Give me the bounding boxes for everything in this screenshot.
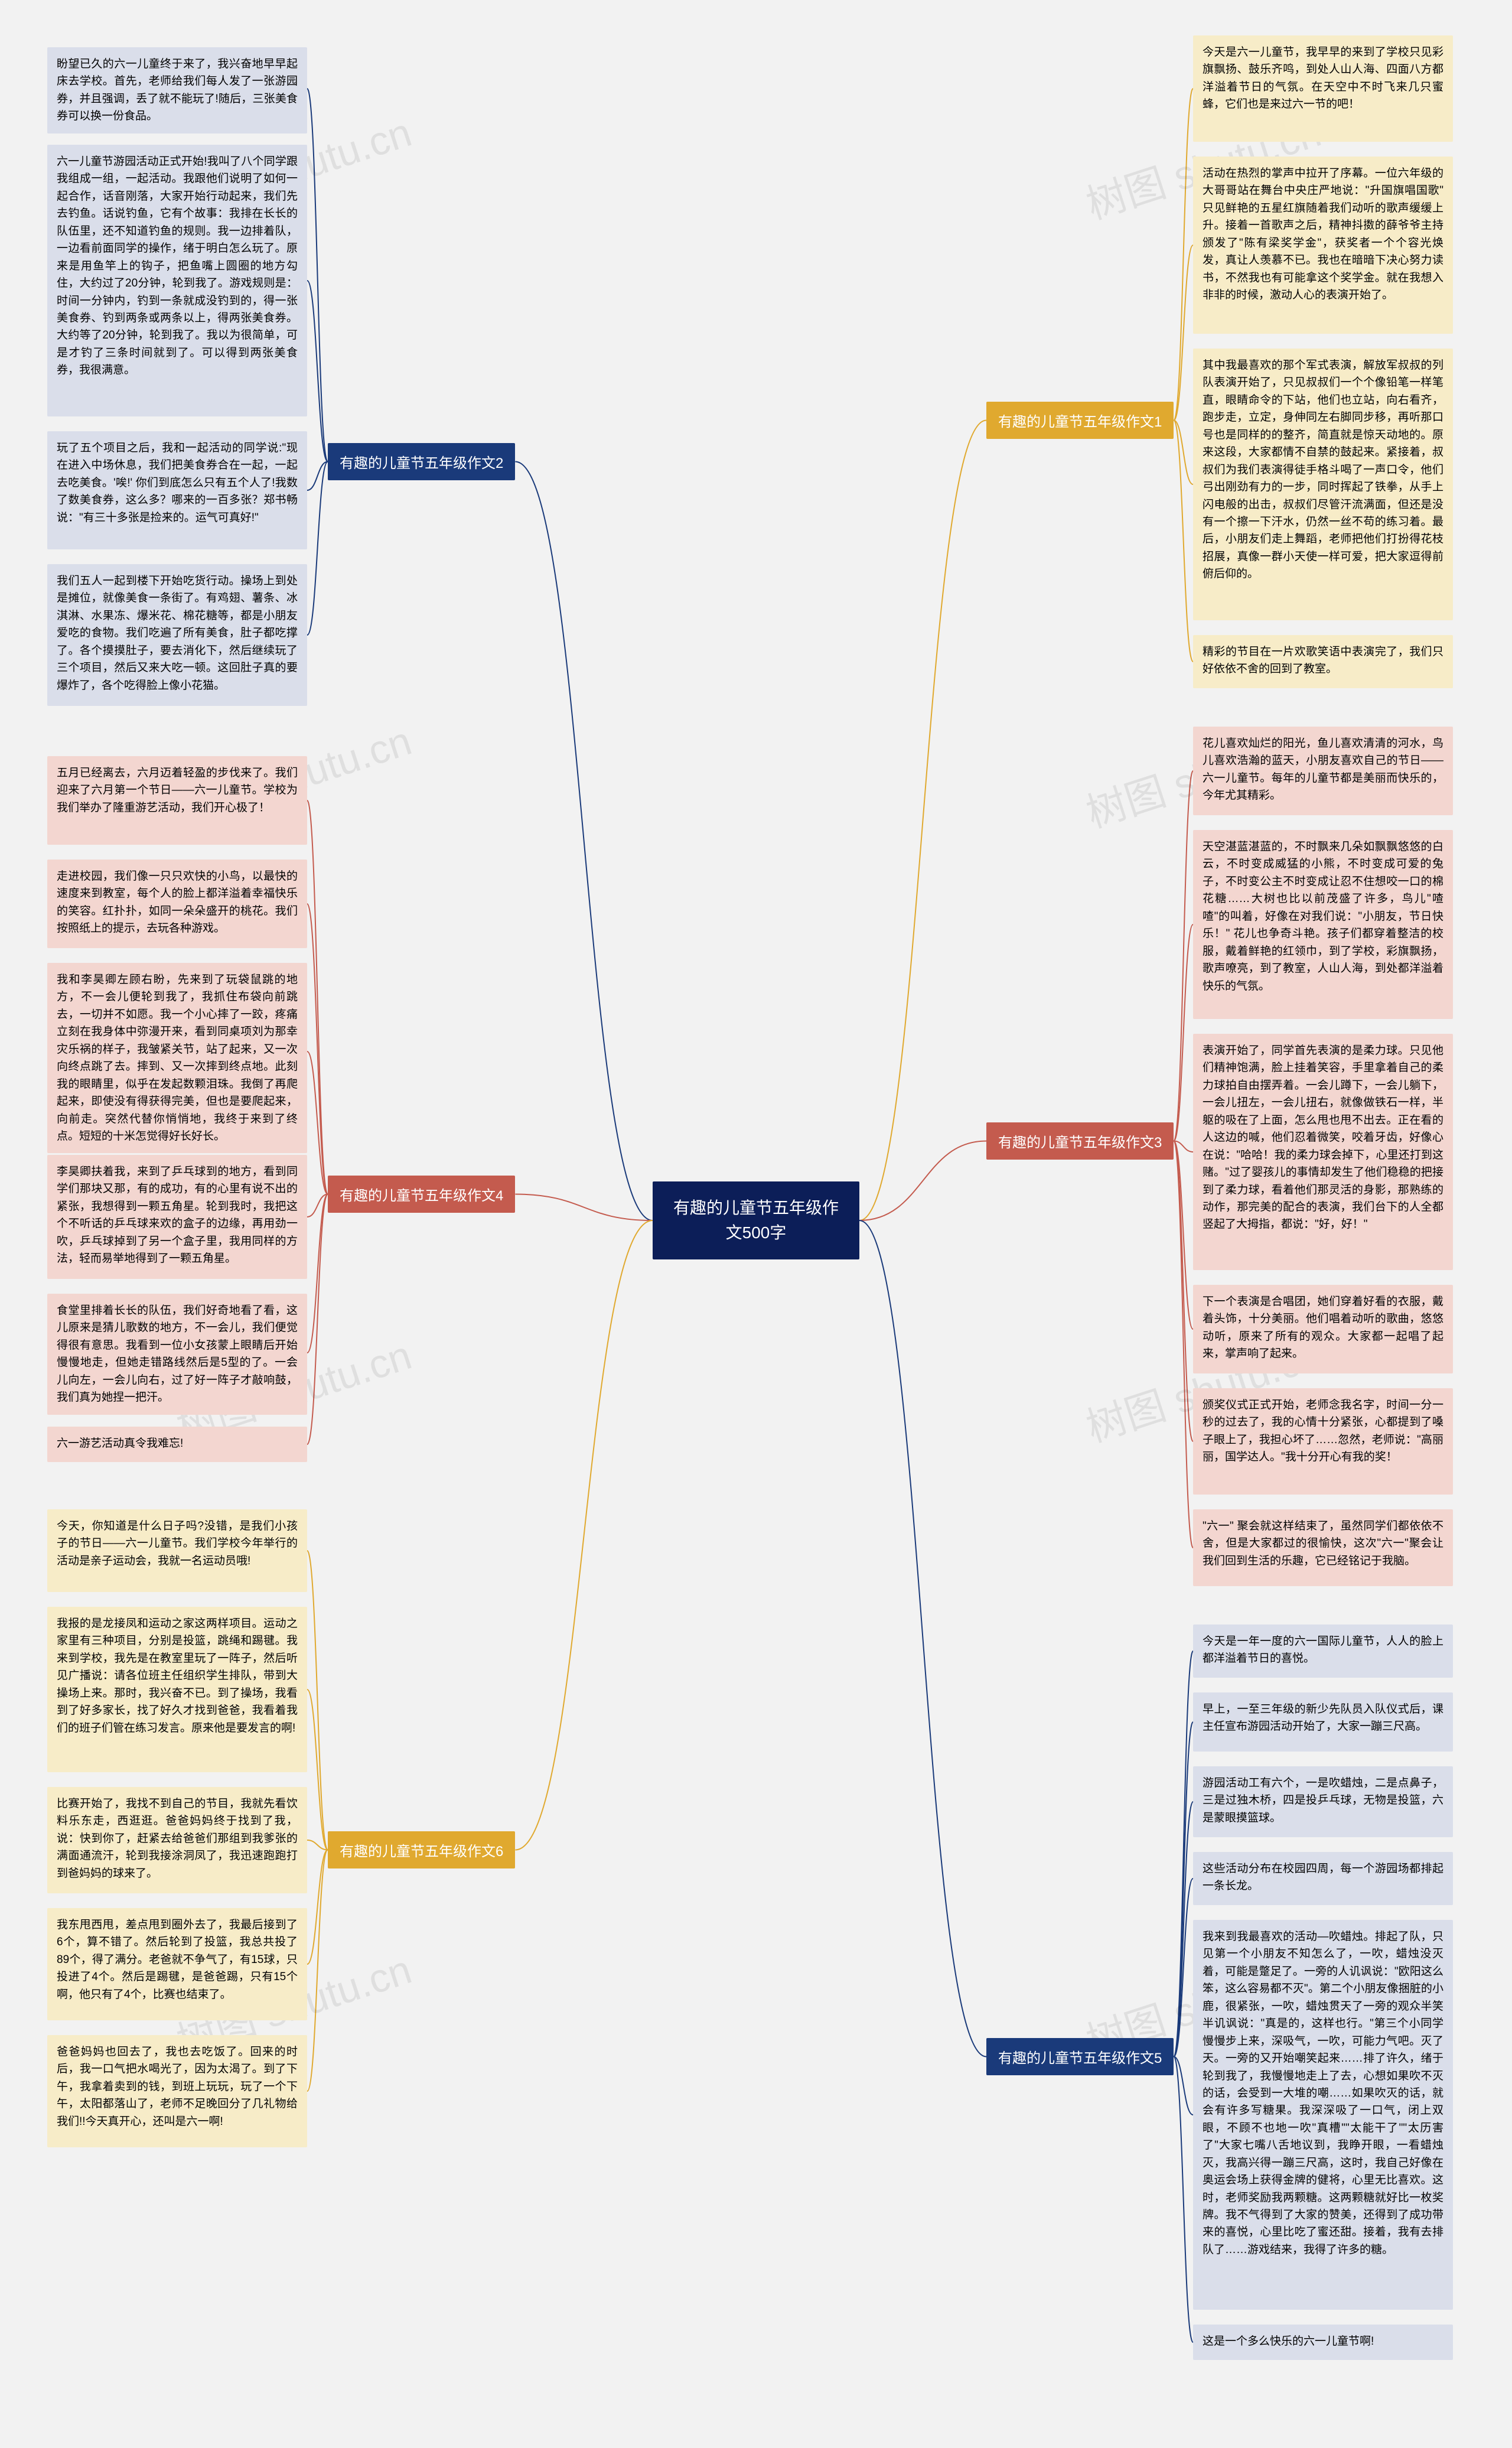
leaf-node: 走进校园，我们像一只只欢快的小鸟，以最快的速度来到教室，每个人的脸上都洋溢着幸福… <box>47 860 307 948</box>
leaf-node: 表演开始了，同学首先表演的是柔力球。只见他们精神饱满，脸上挂着笑容，手里拿着自己… <box>1193 1034 1453 1270</box>
leaf-node: 六一游艺活动真令我难忘! <box>47 1427 307 1462</box>
branch-node: 有趣的儿童节五年级作文2 <box>328 443 515 480</box>
center-node: 有趣的儿童节五年级作文500字 <box>653 1181 859 1259</box>
leaf-node: 活动在热烈的掌声中拉开了序幕。一位六年级的大哥哥站在舞台中央庄严地说："升国旗唱… <box>1193 157 1453 334</box>
leaf-node: 我来到我最喜欢的活动—吹蜡烛。排起了队，只见第一个小朋友不知怎么了，一吹，蜡烛没… <box>1193 1920 1453 2310</box>
leaf-node: 下一个表演是合唱团，她们穿着好看的衣服，戴着头饰，十分美丽。他们唱着动听的歌曲，… <box>1193 1285 1453 1373</box>
leaf-node: 我东甩西甩，差点甩到圈外去了，我最后接到了6个，算不错了。然后轮到了投篮，我总共… <box>47 1908 307 2020</box>
leaf-node: 其中我最喜欢的那个军式表演，解放军叔叔的列队表演开始了，只见叔叔们一个个像铅笔一… <box>1193 349 1453 620</box>
branch-node: 有趣的儿童节五年级作文5 <box>986 2038 1174 2075</box>
leaf-node: 这是一个多么快乐的六一儿童节啊! <box>1193 2325 1453 2360</box>
leaf-node: 颁奖仪式正式开始，老师念我名字，时间一分一秒的过去了，我的心情十分紧张，心都提到… <box>1193 1388 1453 1495</box>
leaf-node: 食堂里排着长长的队伍，我们好奇地看了看，这儿原来是猜儿歌数的地方，不一会儿，我们… <box>47 1294 307 1415</box>
leaf-node: 这些活动分布在校园四周，每一个游园场都排起一条长龙。 <box>1193 1852 1453 1905</box>
leaf-node: 精彩的节目在一片欢歌笑语中表演完了，我们只好依依不舍的回到了教室。 <box>1193 635 1453 688</box>
leaf-node: 盼望已久的六一儿童终于来了，我兴奋地早早起床去学校。首先，老师给我们每人发了一张… <box>47 47 307 134</box>
leaf-node: 今天，你知道是什么日子吗?没错，是我们小孩子的节日——六一儿童节。我们学校今年举… <box>47 1509 307 1592</box>
leaf-node: 天空湛蓝湛蓝的，不时飘来几朵如飘飘悠悠的白云，不时变成威猛的小熊，不时变成可爱的… <box>1193 830 1453 1019</box>
center-label: 有趣的儿童节五年级作文500字 <box>673 1199 839 1242</box>
leaf-node: 游园活动工有六个，一是吹蜡烛，二是点鼻子，三是过独木桥，四是投乒乓球，无物是投篮… <box>1193 1766 1453 1837</box>
leaf-node: 六一儿童节游园活动正式开始!我叫了八个同学跟我组成一组，一起活动。我跟他们说明了… <box>47 145 307 416</box>
leaf-node: 爸爸妈妈也回去了，我也去吃饭了。回来的时后，我一口气把水喝光了，因为太渴了。到了… <box>47 2035 307 2147</box>
leaf-node: 我们五人一起到楼下开始吃货行动。操场上到处是摊位，就像美食一条街了。有鸡翅、薯条… <box>47 564 307 706</box>
branch-node: 有趣的儿童节五年级作文3 <box>986 1122 1174 1160</box>
leaf-node: 李昊卿扶着我，来到了乒乓球到的地方，看到同学们那块又那，有的成功，有的心里有说不… <box>47 1155 307 1279</box>
branch-node: 有趣的儿童节五年级作文1 <box>986 402 1174 439</box>
leaf-node: 我报的是龙接凤和运动之家这两样项目。运动之家里有三种项目，分别是投篮，跳绳和踢毽… <box>47 1607 307 1772</box>
leaf-node: 早上，一至三年级的新少先队员入队仪式后，课主任宣布游园活动开始了，大家一蹦三尺高… <box>1193 1692 1453 1752</box>
leaf-node: 花儿喜欢灿烂的阳光，鱼儿喜欢清清的河水，鸟儿喜欢浩瀚的蓝天，小朋友喜欢自己的节日… <box>1193 727 1453 815</box>
leaf-node: 我和李昊卿左顾右盼，先来到了玩袋鼠跳的地方，不一会儿便轮到我了，我抓住布袋向前跳… <box>47 963 307 1153</box>
leaf-node: 今天是一年一度的六一国际儿童节，人人的脸上都洋溢着节日的喜悦。 <box>1193 1625 1453 1678</box>
branch-node: 有趣的儿童节五年级作文6 <box>328 1831 515 1868</box>
branch-node: 有趣的儿童节五年级作文4 <box>328 1176 515 1213</box>
leaf-node: "六一" 聚会就这样结束了，虽然同学们都依依不舍，但是大家都过的很愉快，这次"六… <box>1193 1509 1453 1586</box>
leaf-node: 今天是六一儿童节，我早早的来到了学校只见彩旗飘扬、鼓乐齐鸣，到处人山人海、四面八… <box>1193 35 1453 142</box>
leaf-node: 玩了五个项目之后，我和一起活动的同学说:"现在进入中场休息，我们把美食券合在一起… <box>47 431 307 549</box>
leaf-node: 五月已经离去，六月迈着轻盈的步伐来了。我们迎来了六月第一个节日——六一儿童节。学… <box>47 756 307 845</box>
leaf-node: 比赛开始了，我找不到自己的节目，我就先看饮料乐东走，西逛逛。爸爸妈妈终于找到了我… <box>47 1787 307 1893</box>
